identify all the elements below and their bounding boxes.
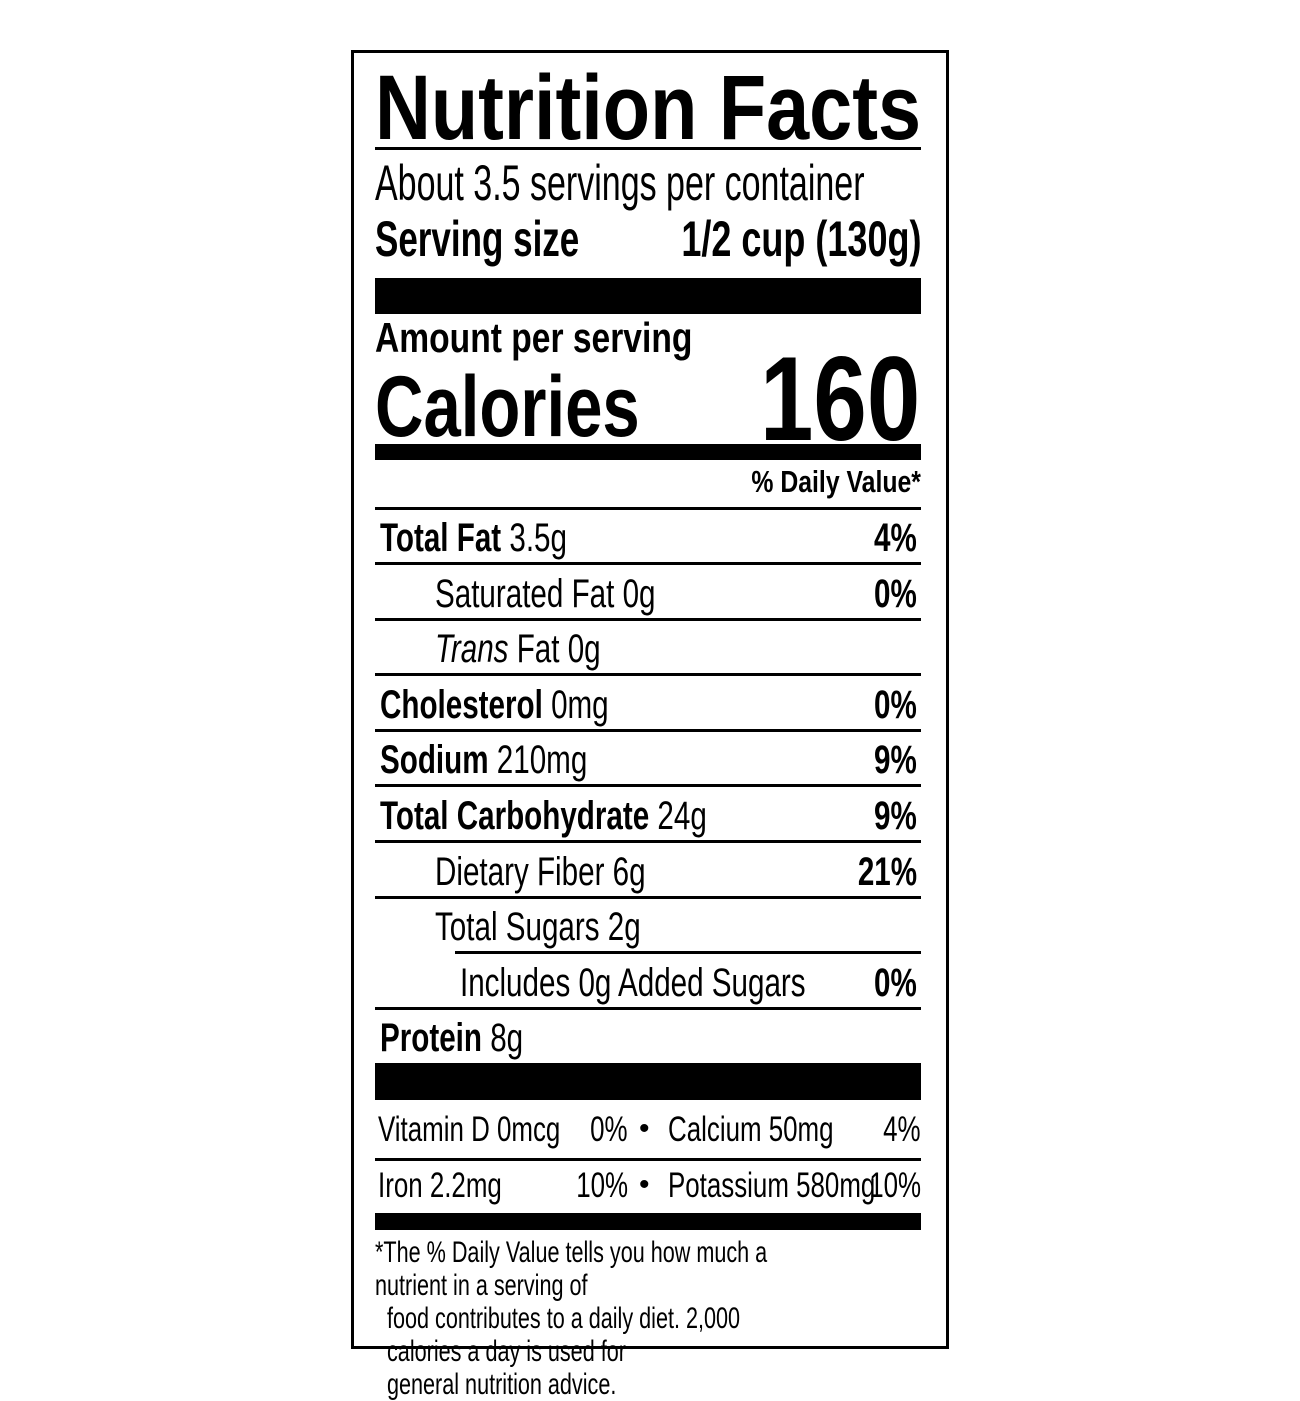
nutrient-daily-value: 0% (874, 682, 917, 727)
servings-text: About 3.5 servings per container (375, 155, 865, 211)
amount-per-serving-text: Amount per serving (375, 314, 693, 361)
nutrient-name: Total Sugars (435, 905, 600, 950)
nutrient-row: Trans Fat 0g (375, 621, 921, 674)
nutrient-row: Includes 0g Added Sugars 0% (375, 955, 921, 1008)
divider (375, 1158, 921, 1161)
nutrient-amount: 2g (607, 905, 641, 950)
serving-size-label-text: Serving size (375, 211, 580, 267)
label-title: Nutrition Facts (375, 62, 1024, 154)
nutrient-name: Includes 0g Added Sugars (460, 960, 806, 1005)
vitamin-row: Vitamin D 0mcg 0% • Calcium 50mg 4% (375, 1106, 921, 1156)
nutrient-row: Total Carbohydrate 24g 9% (375, 788, 921, 841)
nutrient-row: Dietary Fiber 6g 21% (375, 844, 921, 897)
amount-per-serving: Amount per serving (375, 314, 772, 362)
vitamin-daily-value: 4% (883, 1110, 921, 1149)
divider (375, 673, 921, 677)
thick-divider (375, 1063, 921, 1100)
calories-label-text: Calories (375, 359, 640, 455)
nutrition-facts-panel (351, 50, 949, 1349)
calories-value-text: 160 (759, 332, 920, 466)
daily-value-header: % Daily Value* (709, 464, 921, 500)
nutrient-name: Total Fat (380, 516, 502, 560)
nutrient-amount: 3.5g (509, 516, 567, 560)
nutrient-daily-value: 21% (857, 849, 917, 894)
medium-divider (375, 444, 921, 460)
divider (455, 951, 921, 955)
divider (375, 147, 921, 150)
footnote-line: general nutrition advice. (387, 1368, 617, 1401)
nutrient-daily-value: 0% (874, 571, 917, 616)
calories-label: Calories (375, 358, 714, 457)
vitamin-daily-value: 10% (869, 1166, 921, 1205)
nutrient-name: Dietary Fiber (435, 849, 605, 894)
serving-size-value: 1/2 cup (130g) (588, 210, 921, 268)
daily-value-header-text: % Daily Value* (751, 464, 921, 499)
vitamin-name: Vitamin D 0mcg (378, 1110, 561, 1149)
nutrient-amount: 210mg (496, 738, 588, 783)
nutrient-name: Cholesterol (380, 682, 543, 727)
divider (375, 1006, 921, 1010)
footnote-line: *The % Daily Value tells you how much a … (375, 1236, 768, 1302)
divider (375, 617, 921, 621)
nutrient-amount: 0mg (551, 682, 609, 727)
bullet: • (639, 1112, 650, 1145)
nutrient-name: Trans (435, 627, 509, 672)
nutrient-amount: 8g (490, 1016, 524, 1061)
nutrient-daily-value: 9% (874, 794, 917, 838)
label-title-text: Nutrition Facts (375, 57, 921, 159)
nutrient-row: Total Sugars 2g (375, 899, 921, 952)
divider (375, 840, 921, 843)
bullet: • (639, 1168, 650, 1201)
nutrient-row: Total Fat 3.5g 4% (375, 510, 921, 563)
nutrient-name-suffix: Fat (516, 627, 560, 672)
nutrient-row: Sodium 210mg 9% (375, 732, 921, 785)
nutrient-row: Cholesterol 0mg 0% (375, 677, 921, 730)
nutrient-name: Saturated Fat (435, 571, 615, 616)
nutrient-name: Protein (380, 1016, 482, 1061)
divider (375, 784, 921, 788)
serving-size-value-text: 1/2 cup (130g) (680, 211, 921, 267)
nutrient-daily-value: 9% (874, 738, 917, 783)
calories-value: 160 (720, 330, 920, 468)
thick-divider (375, 278, 921, 314)
nutrient-amount: 6g (612, 849, 646, 894)
nutrient-row: Protein 8g (375, 1010, 921, 1063)
divider (375, 728, 921, 732)
vitamin-name: Iron 2.2mg (378, 1166, 502, 1205)
medium-divider (375, 1213, 921, 1230)
nutrient-row: Saturated Fat 0g 0% (375, 566, 921, 619)
nutrient-amount: 24g (657, 794, 707, 838)
serving-size-label: Serving size (375, 210, 667, 268)
nutrient-amount: 0g (567, 627, 601, 672)
nutrient-daily-value: 4% (874, 516, 917, 560)
nutrient-name: Sodium (380, 738, 489, 783)
nutrient-daily-value: 0% (874, 960, 917, 1005)
vitamin-row: Iron 2.2mg 10% • Potassium 580mg 10% (375, 1162, 921, 1212)
footnote: *The % Daily Value tells you how much a … (375, 1236, 935, 1401)
footnote-line: food contributes to a daily diet. 2,000 … (387, 1302, 741, 1368)
nutrient-name: Total Carbohydrate (380, 794, 650, 838)
divider (375, 507, 921, 510)
vitamin-name: Potassium 580mg (668, 1166, 876, 1205)
nutrient-amount: 0g (622, 571, 656, 616)
divider (375, 562, 921, 565)
servings-per-container: About 3.5 servings per container (375, 154, 1095, 212)
vitamin-name: Calcium 50mg (668, 1110, 834, 1149)
divider (375, 895, 921, 899)
vitamin-daily-value: 0% (590, 1110, 628, 1149)
vitamin-daily-value: 10% (576, 1166, 628, 1205)
